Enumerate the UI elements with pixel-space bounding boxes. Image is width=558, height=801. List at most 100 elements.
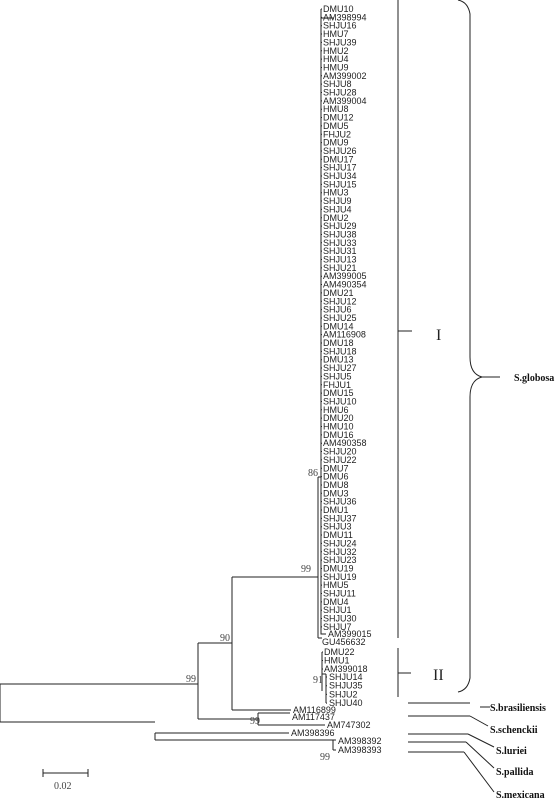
leaf-label: AM399002	[323, 71, 367, 81]
leaf-label: SHJU29	[323, 221, 357, 231]
leaf-label: SHJU21	[323, 263, 357, 273]
leaf-label: SHJU30	[323, 614, 357, 624]
leaf-label: SHJU9	[323, 196, 352, 206]
leaf-am398393: AM398393	[338, 745, 382, 755]
leaf-label: DMU6	[323, 472, 349, 482]
species-pallida: S.pallida	[496, 767, 534, 778]
species-globosa: S.globosa	[514, 373, 554, 384]
leaf-am398396: AM398396	[291, 728, 335, 738]
scale-bar-label: 0.02	[54, 781, 72, 792]
connector-luriei-b	[467, 733, 495, 748]
leaf-label: AM399018	[324, 664, 368, 674]
connector-mexicana-b	[463, 751, 495, 793]
bootstrap-90: 90	[220, 633, 230, 644]
leaf-label: SHJU15	[323, 179, 357, 189]
leaf-label: SHJU28	[323, 88, 357, 98]
leaf-label: SHJU7	[323, 622, 352, 632]
main-comb-ticks	[321, 8, 322, 628]
leaf-label: SHJU35	[329, 681, 363, 691]
leaf-label: HMU8	[323, 104, 349, 114]
leaf-label: DMU2	[323, 213, 349, 223]
leaf-label: HMU3	[323, 188, 349, 198]
clade2-ticks	[322, 651, 323, 670]
leaf-label: SHJU4	[323, 204, 352, 214]
leaf-label: SHJU11	[323, 589, 356, 599]
species-luriei: S.luriei	[496, 746, 527, 757]
leaf-label: SHJU19	[323, 572, 357, 582]
leaf-label: DMU17	[323, 154, 354, 164]
leaf-label: SHJU25	[323, 313, 357, 323]
leaf-label: DMU1	[323, 505, 349, 515]
clade2b-ticks	[326, 676, 327, 704]
leaf-label: SHJU14	[329, 672, 363, 682]
leaf-label: HMU9	[323, 62, 349, 72]
leaf-label: SHJU39	[323, 37, 357, 47]
leaf-label: DMU21	[323, 288, 354, 298]
leaf-label: SHJU36	[323, 497, 357, 507]
leaf-label: DMU13	[323, 355, 354, 365]
leaf-label: SHJU26	[323, 146, 357, 156]
leaf-am116899: AM116899	[293, 705, 336, 715]
leaf-label: SHJU17	[323, 163, 357, 173]
leaf-label: SHJU8	[323, 79, 352, 89]
leaf-label: AM490358	[323, 438, 367, 448]
leaf-label: SHJU32	[323, 547, 357, 557]
leaf-label: DMU14	[323, 321, 354, 331]
leaf-label: AM116908	[323, 330, 366, 340]
leaf-label: HMU5	[323, 580, 349, 590]
leaf-label: SHJU3	[323, 522, 352, 532]
leaf-label: SHJU2	[329, 689, 358, 699]
leaf-label: DMU7	[323, 463, 349, 473]
leaf-label: DMU19	[323, 563, 354, 573]
leaf-label: DMU18	[323, 338, 354, 348]
leaf-label: DMU22	[324, 647, 355, 657]
leaf-label: DMU12	[323, 113, 354, 123]
bootstrap-91: 91	[313, 675, 323, 686]
bootstrap-99-schenckii: 99	[250, 716, 260, 727]
leaf-label: SHJU22	[323, 455, 357, 465]
leaf-label: DMU10	[323, 4, 354, 14]
leaf-label: DMU11	[323, 530, 353, 540]
species-brasiliensis: S.brasiliensis	[490, 703, 546, 714]
leaf-label: AM399005	[323, 271, 367, 281]
leaf-label: DMU20	[323, 413, 354, 423]
leaf-label: HMU10	[323, 422, 354, 432]
bootstrap-99-pallida: 99	[320, 752, 330, 763]
leaf-label: SHJU18	[323, 346, 357, 356]
leaf-am117437: AM117437	[292, 712, 335, 722]
leaf-label: HMU6	[323, 405, 349, 415]
leaf-label: FHJU1	[323, 380, 351, 390]
connector-pallida-b	[465, 741, 495, 769]
leaf-label: SHJU38	[323, 229, 357, 239]
globosa-bracket	[457, 0, 483, 693]
branch-am399015	[320, 626, 326, 635]
clade-ii-label: II	[433, 667, 444, 684]
leaf-label: AM399015	[328, 629, 372, 639]
leaf-label: AM399004	[323, 96, 367, 106]
leaf-label: GU456632	[322, 637, 366, 647]
leaf-label: SHJU23	[323, 555, 357, 565]
leaf-label: SHJU12	[323, 296, 357, 306]
leaf-label: SHJU33	[323, 238, 357, 248]
leaf-label: SHJU16	[323, 21, 357, 31]
leaf-am747302: AM747302	[327, 720, 371, 730]
leaf-label: HMU7	[323, 29, 349, 39]
leaf-label: DMU16	[323, 430, 354, 440]
leaf-label: HMU1	[324, 656, 350, 666]
leaf-label: SHJU40	[329, 698, 363, 708]
leaf-label: SHJU13	[323, 255, 357, 265]
leaf-label: DMU15	[323, 388, 354, 398]
leaf-label: SHJU1	[323, 605, 352, 615]
leaf-label: AM490354	[323, 280, 367, 290]
leaf-label: SHJU5	[323, 371, 352, 381]
leaf-label: SHJU10	[323, 396, 357, 406]
bootstrap-99-globosa: 99	[301, 564, 311, 575]
clade-i-label: I	[436, 327, 441, 344]
leaf-label: DMU8	[323, 480, 349, 490]
leaf-label: AM398994	[323, 12, 367, 22]
bootstrap-86: 86	[308, 468, 318, 479]
leaf-label: DMU3	[323, 488, 349, 498]
leaf-label: DMU4	[323, 597, 349, 607]
leaf-label: SHJU27	[323, 363, 357, 373]
